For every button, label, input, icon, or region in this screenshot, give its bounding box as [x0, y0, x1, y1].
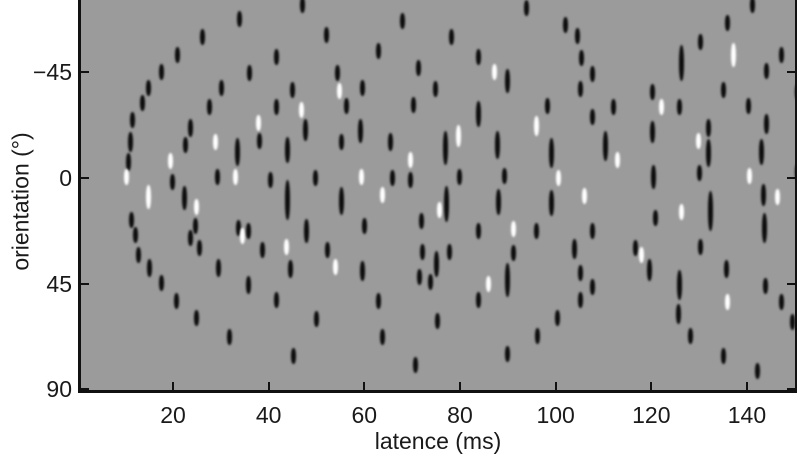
y-tick-label: 45: [46, 270, 72, 297]
x-tick: [650, 382, 653, 390]
y-tick-label: −45: [32, 59, 72, 86]
x-tick-label: 140: [727, 402, 767, 428]
x-axis-title: latence (ms): [374, 428, 502, 454]
x-tick-label: 100: [536, 402, 575, 428]
y-tick-label: 90: [46, 376, 72, 403]
x-tick-label: 60: [351, 402, 378, 428]
y-tick-right: [787, 388, 795, 391]
x-tick: [172, 382, 174, 390]
x-tick: [554, 382, 557, 390]
y-tick-right: [787, 282, 795, 285]
y-axis-title: orientation (°): [7, 132, 34, 271]
x-tick: [458, 382, 461, 390]
x-tick-label: 120: [632, 402, 671, 428]
y-tick-left: [81, 388, 89, 391]
x-tick: [267, 382, 270, 390]
x-tick-label: 40: [255, 402, 282, 428]
y-tick-left: [81, 71, 89, 74]
x-tick-label: 80: [447, 402, 473, 428]
x-tick: [745, 382, 748, 390]
x-tick: [363, 382, 366, 390]
plot-area: [78, 0, 797, 393]
x-tick-label: 20: [160, 402, 186, 428]
y-tick-left: [81, 282, 89, 285]
y-tick-right: [787, 177, 795, 179]
y-tick-left: [81, 177, 89, 179]
y-tick-label: 0: [59, 165, 72, 191]
y-tick-right: [787, 71, 795, 74]
